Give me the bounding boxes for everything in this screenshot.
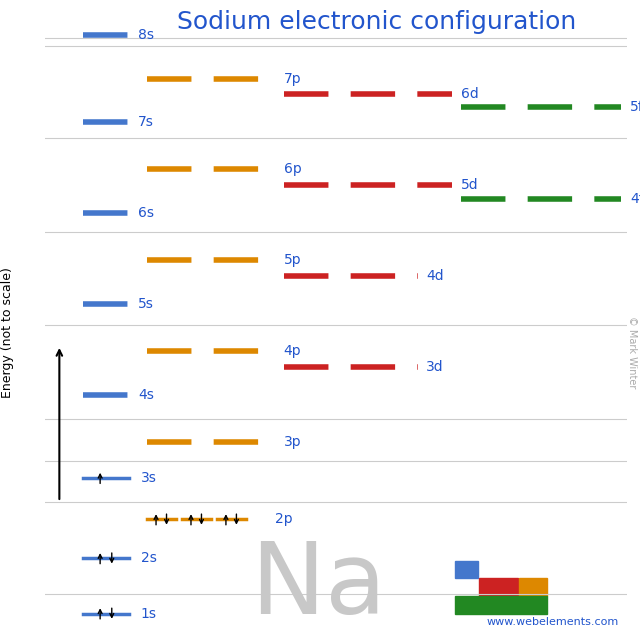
Bar <box>456 596 547 614</box>
Text: 3p: 3p <box>284 435 301 449</box>
Text: 8s: 8s <box>138 28 154 42</box>
Text: 3s: 3s <box>141 471 157 485</box>
Text: 7s: 7s <box>138 115 154 129</box>
Text: 2s: 2s <box>141 551 157 565</box>
Text: 5d: 5d <box>461 178 479 192</box>
Text: www.webelements.com: www.webelements.com <box>486 618 618 627</box>
Text: Na: Na <box>250 538 387 635</box>
Bar <box>479 579 518 596</box>
Text: 5p: 5p <box>284 253 301 268</box>
Text: © Mark Winter: © Mark Winter <box>627 316 637 388</box>
Text: 4f: 4f <box>630 192 640 206</box>
Text: 4p: 4p <box>284 344 301 358</box>
Text: 5s: 5s <box>138 298 154 311</box>
Text: 7p: 7p <box>284 72 301 86</box>
Text: 2p: 2p <box>275 513 292 527</box>
Text: 6d: 6d <box>461 87 479 101</box>
Text: 4s: 4s <box>138 388 154 403</box>
Text: 3d: 3d <box>426 360 444 374</box>
Text: 6s: 6s <box>138 206 154 220</box>
Bar <box>520 579 547 596</box>
Text: 4d: 4d <box>426 269 444 283</box>
Text: Sodium electronic configuration: Sodium electronic configuration <box>177 10 577 34</box>
Text: 6p: 6p <box>284 163 301 177</box>
Text: 1s: 1s <box>141 607 157 621</box>
Bar <box>456 561 477 579</box>
Text: Energy (not to scale): Energy (not to scale) <box>1 268 14 398</box>
Text: 5f: 5f <box>630 100 640 114</box>
